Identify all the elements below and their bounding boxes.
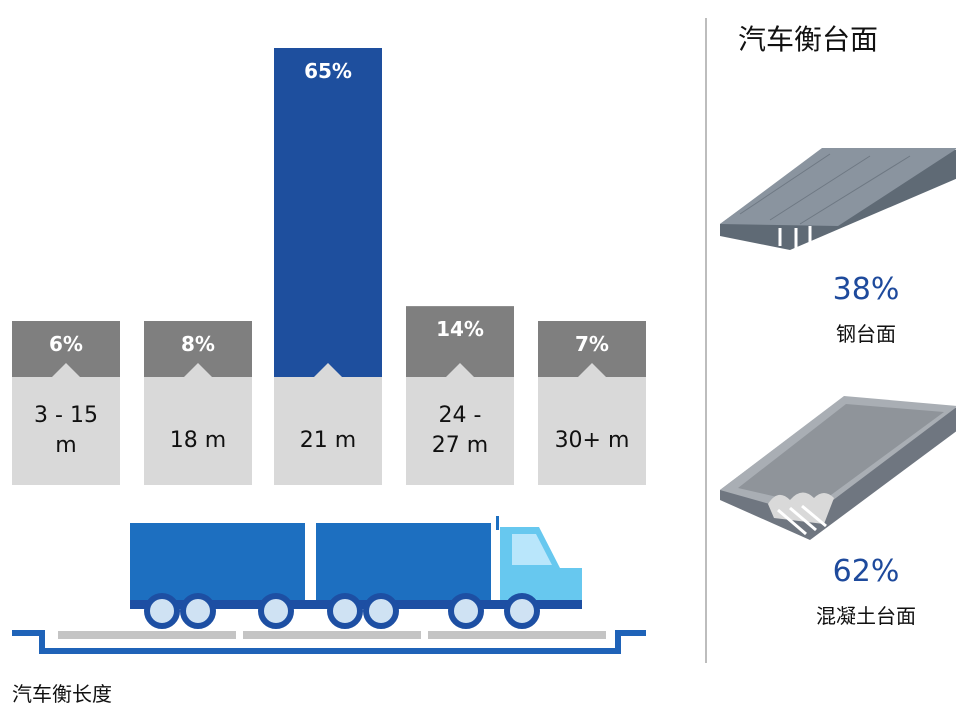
bar <box>274 48 382 377</box>
steel-deck-illustration <box>720 148 956 252</box>
value-label: 6% <box>49 332 83 356</box>
category-label: m <box>55 433 76 458</box>
category-label-box <box>406 363 514 485</box>
bar-group: 6% 3 - 15 m 8% 18 m 65% 21 m 14% 24 - 27 m 7% 30+ m <box>12 48 646 485</box>
category-label: 30+ m <box>555 428 630 453</box>
concrete-deck-rebar <box>801 504 827 528</box>
x-axis-label: 汽车衡长度 <box>12 682 112 706</box>
category-label-box <box>12 363 120 485</box>
concrete-deck-label: 混凝土台面 <box>816 604 916 628</box>
value-label: 8% <box>181 332 215 356</box>
wheel <box>327 593 363 629</box>
concrete-deck-percent: 62% <box>832 554 900 589</box>
steel-deck-percent: 38% <box>832 272 900 307</box>
deck-section-title: 汽车衡台面 <box>738 23 879 56</box>
category-label-box <box>274 363 382 485</box>
scale-deck-segment <box>428 631 606 639</box>
wheel <box>258 593 294 629</box>
trailer-rear <box>316 523 491 603</box>
scale-pit-outline <box>12 630 646 654</box>
scale-deck-segment <box>58 631 236 639</box>
concrete-deck-surface <box>738 404 944 506</box>
cab-window <box>512 534 552 565</box>
concrete-deck-rebar <box>789 506 817 532</box>
concrete-deck-rebar <box>777 508 807 536</box>
truck-illustration <box>12 516 646 654</box>
exhaust-pipe <box>496 516 499 530</box>
value-label: 65% <box>304 59 352 83</box>
scale-deck-segment <box>243 631 421 639</box>
concrete-deck-illustration <box>720 396 956 540</box>
wheel <box>363 593 399 629</box>
category-label: 3 - 15 <box>34 403 98 428</box>
wheel <box>448 593 484 629</box>
steel-deck-top <box>720 148 956 226</box>
wheels <box>144 593 540 629</box>
category-label-box <box>538 363 646 485</box>
steel-deck-texture <box>739 153 831 215</box>
category-label: 18 m <box>170 428 226 453</box>
steel-deck-texture <box>769 155 871 221</box>
steel-deck-label: 钢台面 <box>836 322 896 346</box>
category-label-box <box>144 363 252 485</box>
steel-deck-texture <box>799 155 911 225</box>
wheel <box>144 593 180 629</box>
value-label: 7% <box>575 332 609 356</box>
section-divider <box>705 18 707 663</box>
trailer-front <box>130 523 305 603</box>
category-label: 27 m <box>432 433 488 458</box>
category-label: 24 - <box>439 403 482 428</box>
value-label: 14% <box>436 317 484 341</box>
wheel <box>504 593 540 629</box>
category-label: 21 m <box>300 428 356 453</box>
wheel <box>180 593 216 629</box>
